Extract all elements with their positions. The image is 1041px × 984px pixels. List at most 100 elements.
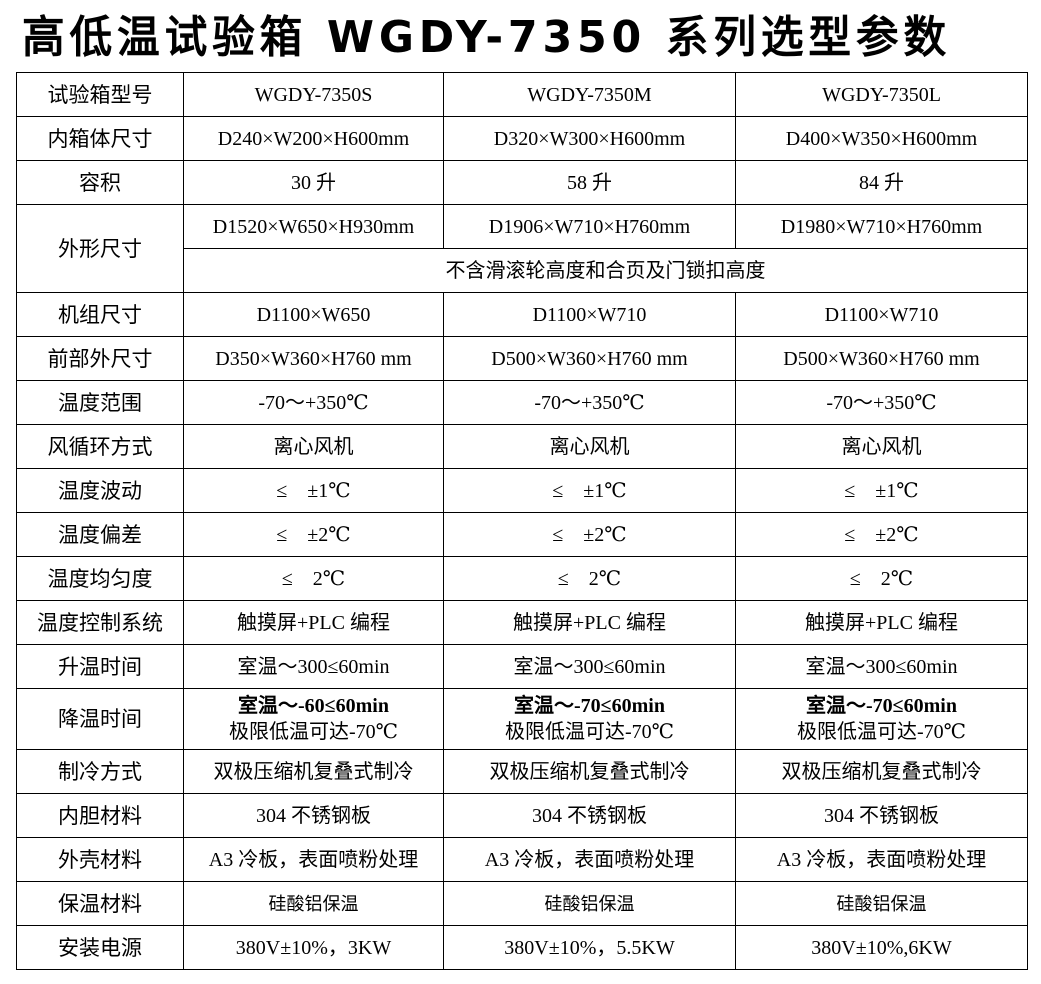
value-line: 极限低温可达-70℃	[504, 721, 675, 743]
table-row: 试验箱型号 WGDY-7350S WGDY-7350M WGDY-7350L	[16, 72, 1028, 117]
value-cell: D1906×W710×H760mm	[443, 204, 736, 249]
value-cell: D1100×W710	[443, 292, 736, 337]
value-cell: 304 不锈钢板	[735, 793, 1028, 838]
value-cell: D240×W200×H600mm	[183, 116, 444, 161]
value-cell: ≤ 2℃	[183, 556, 444, 601]
value-line: 室温～-60≤60min	[238, 695, 389, 717]
value-cell: D1100×W650	[183, 292, 444, 337]
row-label: 制冷方式	[16, 749, 184, 794]
value-cell: WGDY-7350M	[443, 72, 736, 117]
row-label: 机组尺寸	[16, 292, 184, 337]
value-cell: ≤ ±2℃	[735, 512, 1028, 557]
row-label: 前部外尺寸	[16, 336, 184, 381]
row-label: 安装电源	[16, 925, 184, 970]
value-line: 极限低温可达-70℃	[796, 721, 967, 743]
value-cell: -70～+350℃	[443, 380, 736, 425]
row-label: 温度范围	[16, 380, 184, 425]
table-row: 保温材料 硅酸铝保温 硅酸铝保温 硅酸铝保温	[16, 881, 1028, 926]
value-cell: 硅酸铝保温	[443, 881, 736, 926]
row-label: 温度偏差	[16, 512, 184, 557]
note-cell: 不含滑滚轮高度和合页及门锁扣高度	[183, 248, 1028, 293]
value-cell: WGDY-7350L	[735, 72, 1028, 117]
value-cell: ≤ ±1℃	[183, 468, 444, 513]
table-row: 温度均匀度 ≤ 2℃ ≤ 2℃ ≤ 2℃	[16, 556, 1028, 601]
value-cell: 室温～-70≤60min 极限低温可达-70℃	[443, 688, 736, 750]
value-cell: WGDY-7350S	[183, 72, 444, 117]
table-row: 温度波动 ≤ ±1℃ ≤ ±1℃ ≤ ±1℃	[16, 468, 1028, 513]
row-label: 保温材料	[16, 881, 184, 926]
value-cell: A3 冷板，表面喷粉处理	[735, 837, 1028, 882]
table-row: 外壳材料 A3 冷板，表面喷粉处理 A3 冷板，表面喷粉处理 A3 冷板，表面喷粉处理	[16, 837, 1028, 882]
row-label: 内箱体尺寸	[16, 116, 184, 161]
value-cell: 380V±10%,6KW	[735, 925, 1028, 970]
value-cell: D1100×W710	[735, 292, 1028, 337]
value-cell: 硅酸铝保温	[735, 881, 1028, 926]
value-cell: 380V±10%，5.5KW	[443, 925, 736, 970]
page-title: 高低温试验箱 WGDY-7350 系列选型参数	[22, 12, 952, 63]
value-cell: ≤ 2℃	[735, 556, 1028, 601]
table-row: 风循环方式 离心风机 离心风机 离心风机	[16, 424, 1028, 469]
value-cell: 离心风机	[735, 424, 1028, 469]
value-cell: ≤ ±1℃	[443, 468, 736, 513]
row-label: 温度波动	[16, 468, 184, 513]
row-label: 外壳材料	[16, 837, 184, 882]
value-cell: D400×W350×H600mm	[735, 116, 1028, 161]
value-cell: ≤ ±2℃	[183, 512, 444, 557]
value-cell: 室温～-60≤60min 极限低温可达-70℃	[183, 688, 444, 750]
value-cell: 双极压缩机复叠式制冷	[183, 749, 444, 794]
value-cell: D320×W300×H600mm	[443, 116, 736, 161]
row-label: 内胆材料	[16, 793, 184, 838]
value-cell: ≤ 2℃	[443, 556, 736, 601]
row-label: 降温时间	[16, 688, 184, 750]
value-cell: 58 升	[443, 160, 736, 205]
table-row: 温度控制系统 触摸屏+PLC 编程 触摸屏+PLC 编程 触摸屏+PLC 编程	[16, 600, 1028, 645]
value-cell: D500×W360×H760 mm	[443, 336, 736, 381]
value-cell: 硅酸铝保温	[183, 881, 444, 926]
value-cell: 380V±10%，3KW	[183, 925, 444, 970]
value-cell: 离心风机	[443, 424, 736, 469]
value-cell: 室温～-70≤60min 极限低温可达-70℃	[735, 688, 1028, 750]
table-row: 温度偏差 ≤ ±2℃ ≤ ±2℃ ≤ ±2℃	[16, 512, 1028, 557]
value-cell: D350×W360×H760 mm	[183, 336, 444, 381]
row-label: 外形尺寸	[16, 204, 184, 293]
value-cell: -70～+350℃	[735, 380, 1028, 425]
value-cell: D500×W360×H760 mm	[735, 336, 1028, 381]
table-row: 降温时间 室温～-60≤60min 极限低温可达-70℃ 室温～-70≤60min 极限…	[16, 688, 1028, 750]
row-label: 试验箱型号	[16, 72, 184, 117]
value-cell: 室温～300≤60min	[443, 644, 736, 689]
value-cell: ≤ ±1℃	[735, 468, 1028, 513]
table-row: 内箱体尺寸 D240×W200×H600mm D320×W300×H600mm D40…	[16, 116, 1028, 161]
row-label: 温度控制系统	[16, 600, 184, 645]
row-label: 温度均匀度	[16, 556, 184, 601]
value-cell: A3 冷板，表面喷粉处理	[443, 837, 736, 882]
value-cell: ≤ ±2℃	[443, 512, 736, 557]
table-row: 内胆材料 304 不锈钢板 304 不锈钢板 304 不锈钢板	[16, 793, 1028, 838]
table-row: 制冷方式 双极压缩机复叠式制冷 双极压缩机复叠式制冷 双极压缩机复叠式制冷	[16, 749, 1028, 794]
value-line: 极限低温可达-70℃	[228, 721, 399, 743]
table-row: 前部外尺寸 D350×W360×H760 mm D500×W360×H760 mm D…	[16, 336, 1028, 381]
value-line: 室温～-70≤60min	[806, 695, 957, 717]
value-cell: 30 升	[183, 160, 444, 205]
value-cell: 304 不锈钢板	[183, 793, 444, 838]
value-cell: 触摸屏+PLC 编程	[443, 600, 736, 645]
table-row: 容积 30 升 58 升 84 升	[16, 160, 1028, 205]
value-cell: D1520×W650×H930mm	[183, 204, 444, 249]
row-label: 容积	[16, 160, 184, 205]
value-cell: 室温～300≤60min	[183, 644, 444, 689]
value-cell: 触摸屏+PLC 编程	[183, 600, 444, 645]
table-row: 安装电源 380V±10%，3KW 380V±10%，5.5KW 380V±10%,6…	[16, 925, 1028, 970]
value-cell: 304 不锈钢板	[443, 793, 736, 838]
spec-table: 试验箱型号 WGDY-7350S WGDY-7350M WGDY-7350L 内箱体尺寸…	[16, 72, 1028, 970]
value-cell: 双极压缩机复叠式制冷	[443, 749, 736, 794]
table-row: 温度范围 -70～+350℃ -70～+350℃ -70～+350℃	[16, 380, 1028, 425]
table-row: 不含滑滚轮高度和合页及门锁扣高度	[17, 248, 1028, 293]
value-cell: 离心风机	[183, 424, 444, 469]
row-label: 风循环方式	[16, 424, 184, 469]
row-label: 升温时间	[16, 644, 184, 689]
value-cell: D1980×W710×H760mm	[735, 204, 1028, 249]
value-cell: A3 冷板，表面喷粉处理	[183, 837, 444, 882]
table-row: 机组尺寸 D1100×W650 D1100×W710 D1100×W710	[16, 292, 1028, 337]
value-cell: 双极压缩机复叠式制冷	[735, 749, 1028, 794]
table-row: 外形尺寸 D1520×W650×H930mm D1906×W710×H760mm D1…	[16, 204, 1028, 293]
table-row: 升温时间 室温～300≤60min 室温～300≤60min 室温～300≤60min	[16, 644, 1028, 689]
